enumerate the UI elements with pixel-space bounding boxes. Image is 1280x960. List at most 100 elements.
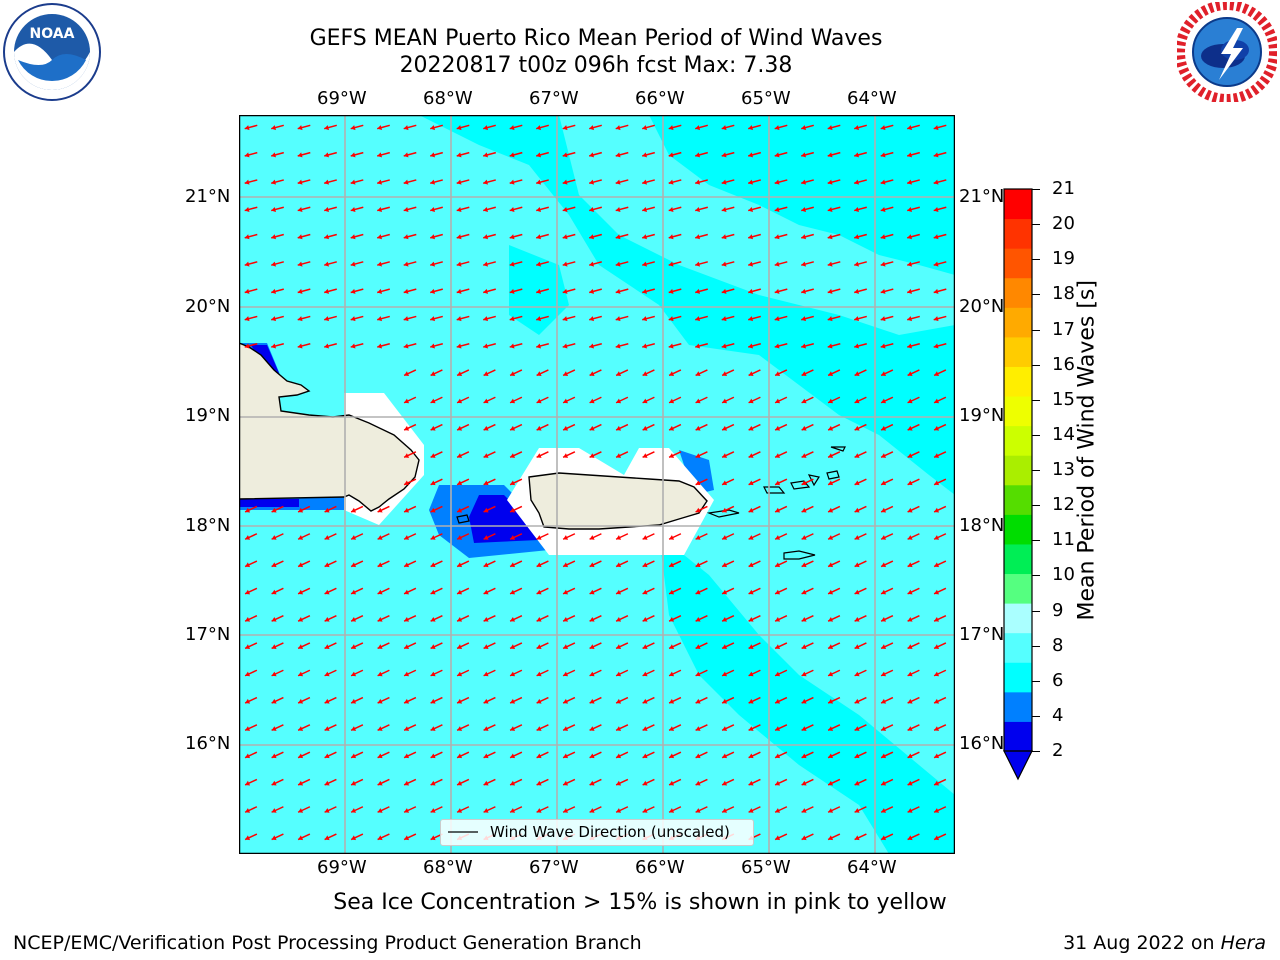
wind-wave-arrow-head: [828, 425, 834, 431]
wind-wave-arrow-head: [563, 371, 569, 376]
colorbar-band: [1004, 277, 1032, 308]
lon-label-bottom: 65°W: [741, 857, 791, 878]
wind-wave-arrow-head: [695, 316, 701, 322]
wind-wave-arrow-head: [854, 535, 860, 540]
wind-wave-arrow-head: [271, 644, 277, 649]
wind-wave-arrow-head: [907, 453, 913, 458]
wind-wave-arrow-head: [589, 808, 595, 813]
wind-wave-arrow-head: [695, 617, 701, 622]
wind-wave-arrow-head: [483, 535, 489, 540]
wind-wave-arrow-head: [669, 398, 675, 404]
colorbar-tick-label: 11: [1052, 529, 1075, 551]
wind-wave-arrow-head: [324, 507, 330, 513]
wind-wave-arrow-head: [404, 371, 410, 376]
wind-wave-arrow-head: [271, 234, 277, 240]
wind-wave-arrow-head: [298, 753, 304, 759]
wind-wave-arrow-head: [854, 562, 860, 568]
wind-wave-direction-arrows: [244, 124, 947, 841]
wind-wave-arrow-head: [668, 234, 674, 240]
wind-wave-arrow-head: [775, 371, 781, 376]
lat-label-right: 20°N: [959, 296, 1005, 317]
wind-wave-arrow-head: [245, 698, 251, 704]
colorbar-tick-label: 19: [1052, 248, 1075, 270]
wind-wave-arrow-head: [881, 698, 887, 704]
map-frame: [239, 115, 955, 854]
wind-wave-arrow-head: [377, 808, 383, 813]
colorbar-band: [1004, 721, 1032, 752]
wind-wave-arrow-head: [695, 398, 701, 404]
wind-wave-arrow-head: [351, 535, 357, 540]
colorbar-tick-label: 15: [1052, 388, 1075, 410]
wind-wave-arrow-head: [298, 535, 304, 540]
colorbar-tick-mark: [1032, 505, 1040, 507]
wind-wave-arrow-head: [933, 234, 939, 240]
wind-wave-arrow-head: [589, 234, 595, 240]
wind-wave-arrow-head: [404, 698, 410, 704]
wind-wave-arrow-head: [483, 726, 489, 731]
wind-wave-arrow-head: [881, 753, 887, 759]
wind-wave-arrow-head: [245, 589, 251, 595]
lon-label-bottom: 64°W: [847, 857, 897, 878]
wind-wave-arrow-head: [801, 288, 807, 294]
wind-wave-arrow-head: [271, 753, 277, 759]
wind-wave-arrow-head: [828, 453, 834, 458]
wind-wave-arrow-head: [907, 261, 913, 267]
wind-wave-arrow-head: [403, 179, 409, 185]
wind-wave-arrow-head: [934, 617, 940, 622]
wind-wave-arrow-head: [748, 425, 754, 431]
wind-wave-arrow-head: [722, 480, 728, 486]
wind-wave-arrow-head: [880, 288, 886, 294]
wind-wave-arrow-head: [271, 179, 277, 185]
wind-wave-arrow-head: [403, 152, 409, 158]
wind-wave-arrow-head: [880, 343, 886, 349]
wind-wave-arrow-head: [456, 261, 462, 267]
wind-wave-arrow-head: [351, 753, 357, 759]
wind-wave-arrow-head: [404, 535, 410, 540]
wind-wave-arrow-head: [430, 507, 436, 513]
wind-wave-arrow-head: [881, 562, 887, 568]
wind-wave-arrow-head: [430, 562, 436, 568]
wind-wave-arrow-head: [827, 179, 833, 185]
colorbar-tick-label: 13: [1052, 459, 1075, 480]
wind-wave-arrow-head: [563, 753, 569, 759]
wind-wave-arrow-head: [695, 234, 701, 240]
wind-wave-arrow-head: [827, 261, 833, 267]
wind-wave-arrow-head: [615, 316, 621, 322]
wind-wave-arrow-head: [536, 726, 542, 731]
wind-wave-arrow-head: [616, 644, 622, 649]
wind-wave-arrow-head: [589, 152, 595, 158]
wind-wave-arrow-head: [510, 535, 516, 540]
wind-wave-arrow-head: [774, 179, 780, 185]
wind-wave-arrow-head: [616, 453, 622, 458]
wind-wave-arrow-head: [510, 753, 516, 759]
wind-wave-arrow-head: [589, 206, 595, 212]
lon-label-bottom: 67°W: [529, 857, 579, 878]
lat-label-right: 21°N: [959, 186, 1005, 207]
wind-wave-arrow-head: [377, 835, 383, 841]
wind-wave-arrow-head: [854, 152, 860, 158]
wind-wave-arrow-head: [457, 808, 463, 813]
wind-wave-arrow-head: [457, 644, 463, 649]
wind-wave-arrow-head: [536, 671, 542, 677]
wind-wave-arrow-head: [271, 835, 277, 841]
wind-wave-arrow-head: [483, 125, 489, 131]
lon-label-bottom: 66°W: [635, 857, 685, 878]
wind-wave-arrow-head: [616, 726, 622, 731]
wind-wave-arrow-head: [695, 644, 701, 649]
wind-wave-arrow-head: [563, 698, 569, 704]
wind-wave-arrow-head: [668, 343, 674, 349]
wind-wave-arrow-head: [615, 179, 621, 185]
wind-wave-arrow-head: [721, 234, 727, 240]
wind-wave-arrow-head: [775, 480, 781, 486]
colorbar-tick-label: 2: [1052, 740, 1064, 761]
wind-wave-arrow-head: [404, 726, 410, 731]
wind-wave-arrow-head: [456, 179, 462, 185]
wind-wave-arrow-head: [563, 617, 569, 622]
wind-wave-arrow-head: [589, 562, 595, 568]
wind-wave-arrow-head: [881, 617, 887, 622]
wind-wave-arrow-head: [377, 535, 383, 540]
wind-wave-arrow-head: [774, 261, 780, 267]
wind-wave-arrow-head: [907, 780, 913, 786]
wind-wave-arrow-head: [483, 234, 489, 240]
wind-wave-arrow-head: [748, 343, 754, 349]
